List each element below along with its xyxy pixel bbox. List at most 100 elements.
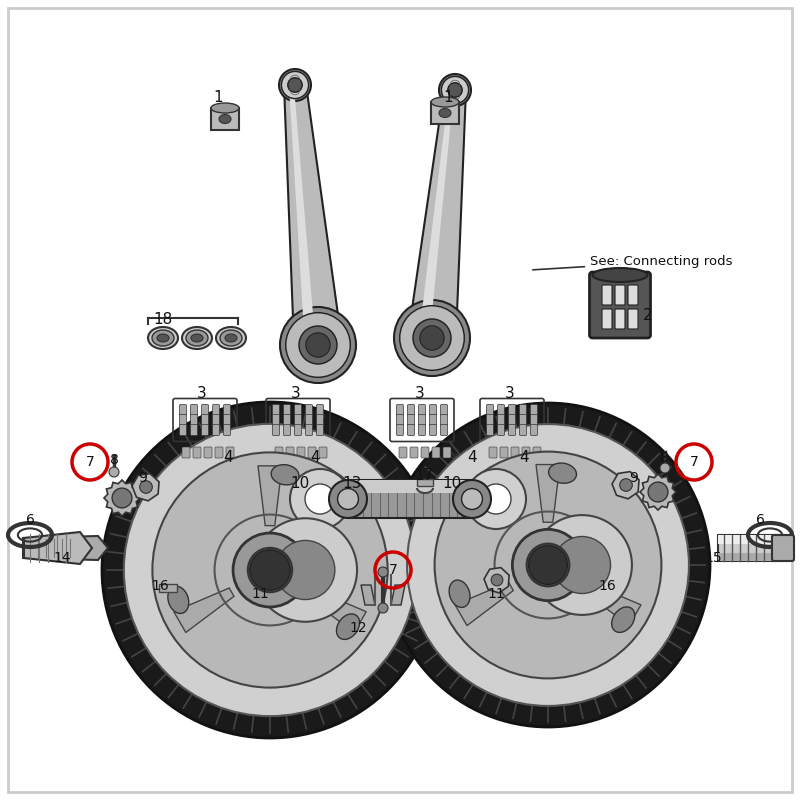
FancyBboxPatch shape bbox=[486, 425, 494, 435]
Circle shape bbox=[306, 333, 330, 357]
Text: 17: 17 bbox=[414, 469, 434, 483]
Text: 16: 16 bbox=[598, 579, 616, 593]
Circle shape bbox=[660, 463, 670, 473]
Circle shape bbox=[620, 478, 632, 491]
Polygon shape bbox=[361, 585, 375, 605]
FancyBboxPatch shape bbox=[215, 447, 223, 458]
FancyBboxPatch shape bbox=[297, 447, 305, 458]
Circle shape bbox=[299, 326, 337, 364]
Ellipse shape bbox=[225, 334, 237, 342]
Polygon shape bbox=[718, 554, 790, 561]
Text: 8: 8 bbox=[110, 453, 118, 467]
FancyBboxPatch shape bbox=[407, 425, 414, 435]
Circle shape bbox=[254, 518, 357, 622]
FancyBboxPatch shape bbox=[223, 414, 230, 426]
FancyBboxPatch shape bbox=[193, 447, 201, 458]
Circle shape bbox=[532, 515, 632, 615]
FancyBboxPatch shape bbox=[509, 405, 515, 415]
Text: 3: 3 bbox=[291, 386, 301, 402]
Circle shape bbox=[279, 69, 311, 101]
Circle shape bbox=[491, 574, 503, 586]
Ellipse shape bbox=[157, 334, 169, 342]
FancyBboxPatch shape bbox=[294, 425, 302, 435]
Ellipse shape bbox=[593, 268, 647, 282]
FancyBboxPatch shape bbox=[223, 425, 230, 435]
FancyBboxPatch shape bbox=[317, 405, 323, 415]
Circle shape bbox=[481, 484, 511, 514]
FancyBboxPatch shape bbox=[418, 425, 426, 435]
Text: 3: 3 bbox=[197, 386, 207, 402]
FancyBboxPatch shape bbox=[519, 414, 526, 426]
FancyBboxPatch shape bbox=[190, 405, 198, 415]
FancyBboxPatch shape bbox=[202, 405, 209, 415]
Circle shape bbox=[400, 306, 464, 370]
FancyBboxPatch shape bbox=[500, 447, 508, 458]
FancyBboxPatch shape bbox=[204, 447, 212, 458]
Polygon shape bbox=[612, 472, 639, 499]
Text: 7: 7 bbox=[86, 455, 94, 469]
FancyBboxPatch shape bbox=[397, 414, 403, 426]
Text: 4: 4 bbox=[467, 450, 477, 466]
FancyBboxPatch shape bbox=[190, 425, 198, 435]
Circle shape bbox=[233, 533, 307, 607]
FancyBboxPatch shape bbox=[306, 405, 313, 415]
Circle shape bbox=[250, 550, 290, 590]
FancyBboxPatch shape bbox=[441, 405, 447, 415]
Circle shape bbox=[442, 76, 469, 104]
Text: 11: 11 bbox=[251, 587, 269, 601]
FancyBboxPatch shape bbox=[602, 309, 612, 329]
Text: 10: 10 bbox=[442, 477, 462, 491]
FancyBboxPatch shape bbox=[772, 535, 794, 561]
Circle shape bbox=[512, 530, 584, 601]
FancyBboxPatch shape bbox=[430, 425, 437, 435]
Circle shape bbox=[439, 74, 471, 106]
Circle shape bbox=[305, 484, 335, 514]
FancyBboxPatch shape bbox=[202, 425, 209, 435]
Polygon shape bbox=[582, 582, 641, 626]
FancyBboxPatch shape bbox=[509, 414, 515, 426]
Polygon shape bbox=[484, 567, 509, 593]
Text: 3: 3 bbox=[505, 386, 515, 402]
Polygon shape bbox=[348, 480, 472, 518]
FancyBboxPatch shape bbox=[179, 414, 186, 426]
FancyBboxPatch shape bbox=[306, 414, 313, 426]
Circle shape bbox=[329, 480, 367, 518]
FancyBboxPatch shape bbox=[179, 425, 186, 435]
Polygon shape bbox=[599, 580, 617, 588]
FancyBboxPatch shape bbox=[628, 309, 638, 329]
Circle shape bbox=[280, 307, 356, 383]
Ellipse shape bbox=[449, 580, 470, 607]
FancyBboxPatch shape bbox=[273, 405, 279, 415]
FancyBboxPatch shape bbox=[294, 414, 302, 426]
FancyBboxPatch shape bbox=[190, 414, 198, 426]
Circle shape bbox=[526, 544, 570, 586]
FancyBboxPatch shape bbox=[283, 425, 290, 435]
Circle shape bbox=[288, 78, 302, 92]
Ellipse shape bbox=[439, 109, 451, 118]
Text: 9: 9 bbox=[138, 471, 147, 485]
FancyBboxPatch shape bbox=[407, 405, 414, 415]
Polygon shape bbox=[718, 535, 790, 561]
Text: 3: 3 bbox=[415, 386, 425, 402]
Circle shape bbox=[286, 313, 350, 378]
Circle shape bbox=[248, 548, 292, 592]
FancyBboxPatch shape bbox=[511, 447, 519, 458]
FancyBboxPatch shape bbox=[294, 405, 302, 415]
Polygon shape bbox=[23, 536, 108, 560]
FancyBboxPatch shape bbox=[519, 405, 526, 415]
FancyBboxPatch shape bbox=[509, 425, 515, 435]
Polygon shape bbox=[419, 90, 454, 338]
FancyBboxPatch shape bbox=[486, 405, 494, 415]
FancyBboxPatch shape bbox=[8, 8, 792, 792]
Text: 1: 1 bbox=[443, 90, 453, 106]
Polygon shape bbox=[132, 474, 159, 501]
FancyBboxPatch shape bbox=[317, 414, 323, 426]
FancyBboxPatch shape bbox=[421, 447, 429, 458]
FancyBboxPatch shape bbox=[418, 414, 426, 426]
Polygon shape bbox=[258, 466, 282, 526]
FancyBboxPatch shape bbox=[319, 447, 327, 458]
FancyBboxPatch shape bbox=[273, 414, 279, 426]
Circle shape bbox=[140, 481, 152, 494]
Polygon shape bbox=[174, 588, 234, 633]
FancyBboxPatch shape bbox=[530, 414, 538, 426]
